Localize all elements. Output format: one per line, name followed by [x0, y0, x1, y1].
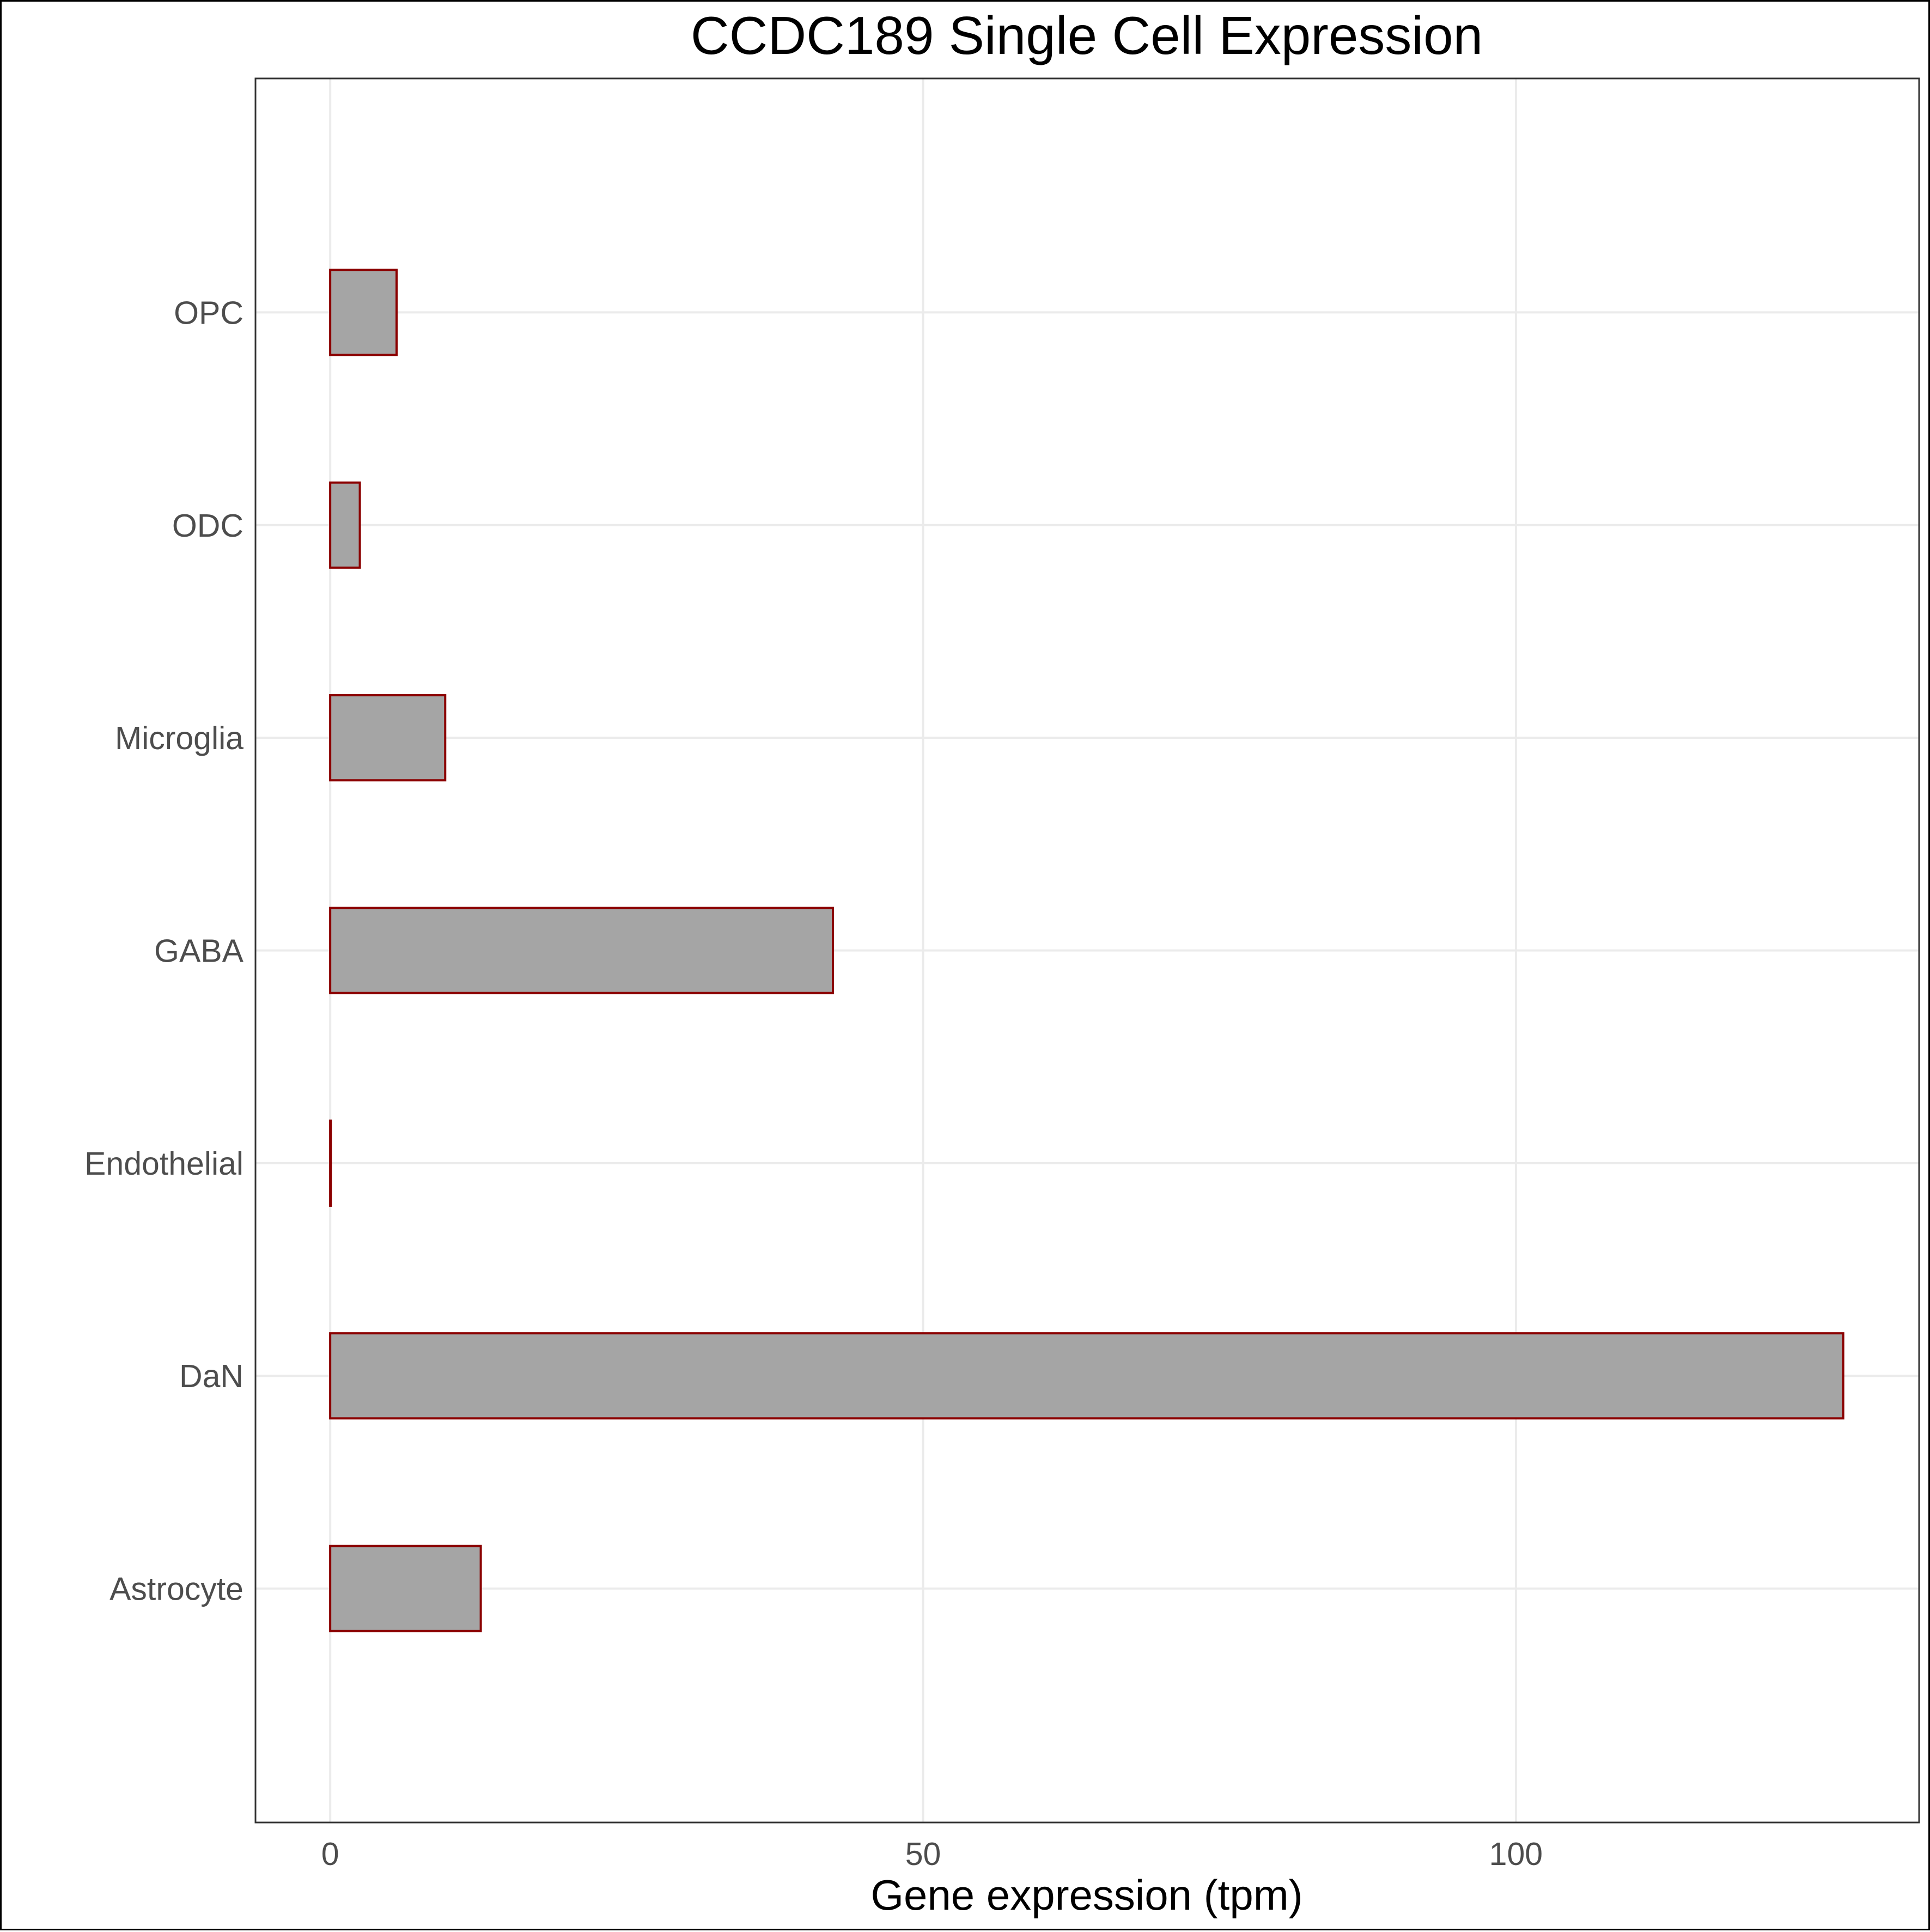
- y-tick-label: Microglia: [115, 720, 243, 756]
- x-tick-labels: 0 50 100: [321, 1836, 1543, 1872]
- bar-endothelial: [329, 1119, 332, 1207]
- x-tick-label: 100: [1489, 1836, 1543, 1872]
- panel-border: [254, 77, 1920, 1824]
- y-tick-label: DaN: [179, 1358, 243, 1394]
- y-tick-label: OPC: [174, 295, 243, 331]
- bar-odc: [329, 481, 361, 569]
- x-tick-label: 0: [321, 1836, 339, 1872]
- bar-astrocyte: [329, 1545, 482, 1632]
- bars: [329, 269, 1844, 1632]
- bar-gaba: [329, 907, 835, 994]
- bar-dan: [329, 1332, 1844, 1420]
- y-tick-label: ODC: [172, 508, 243, 544]
- x-tick-label: 50: [905, 1836, 941, 1872]
- bar-opc: [329, 269, 398, 356]
- chart-title: CCDC189 Single Cell Expression: [691, 5, 1483, 65]
- y-tick-label: Endothelial: [84, 1146, 243, 1182]
- y-tick-labels: Astrocyte DaN Endothelial GABA Microglia ODC O…: [84, 295, 244, 1607]
- y-tick-label: GABA: [154, 933, 244, 969]
- bar-microglia: [329, 694, 447, 782]
- x-axis-title: Gene expression (tpm): [870, 1871, 1302, 1919]
- y-tick-label: Astrocyte: [109, 1571, 243, 1607]
